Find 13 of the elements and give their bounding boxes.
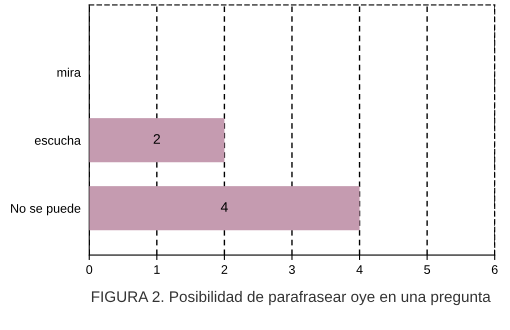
x-tick-label: 5 <box>424 265 430 274</box>
x-tick-label: 2 <box>222 265 228 274</box>
data-label: 2 <box>154 134 160 144</box>
x-tick-label: 3 <box>288 265 295 274</box>
y-tick-label: mira <box>57 68 81 77</box>
x-tick-label: 1 <box>154 265 160 274</box>
y-tick-label: No se puede <box>11 204 80 216</box>
text: FIGURA 2. Posibilidad de parafrasear oye en una pregunta <box>92 290 491 306</box>
x-tick-label: 0 <box>86 265 92 274</box>
x-tick-label: 6 <box>492 265 498 274</box>
x-tick-label: 4 <box>356 265 363 274</box>
y-tick-label: escucha <box>34 136 81 145</box>
data-label: 4 <box>220 202 228 212</box>
